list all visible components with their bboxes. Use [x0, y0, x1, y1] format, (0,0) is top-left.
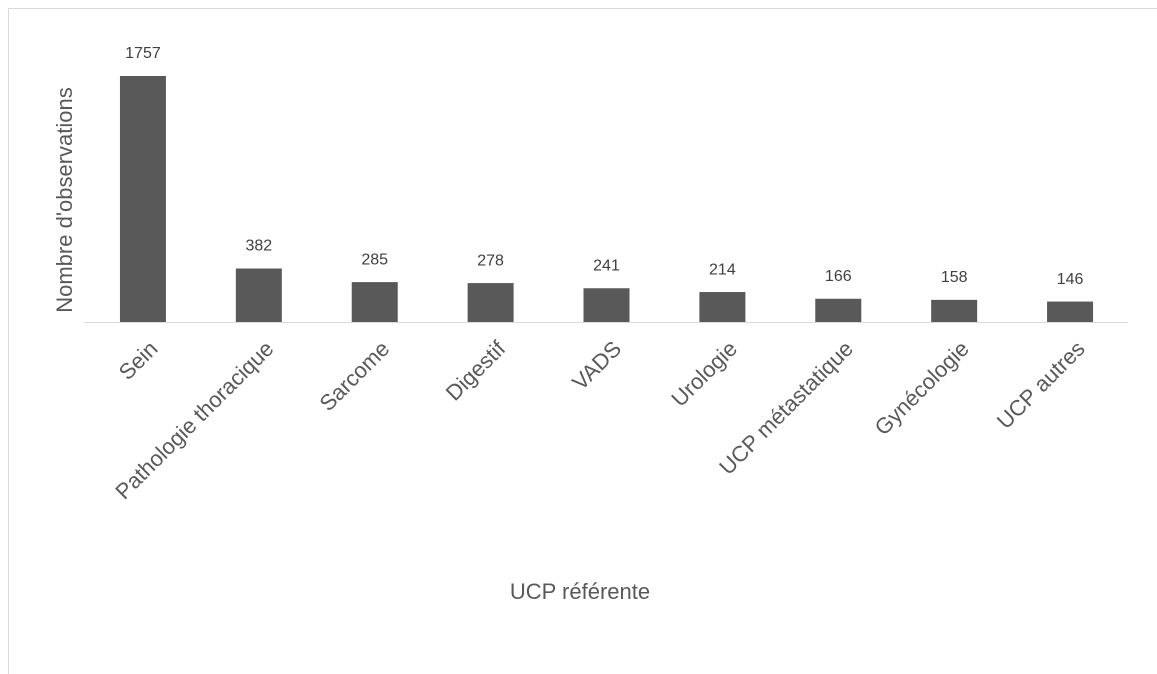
bar — [931, 299, 978, 322]
data-label: 278 — [477, 252, 504, 269]
bar — [815, 298, 862, 322]
x-axis-title: UCP référente — [510, 579, 650, 604]
bar — [351, 282, 398, 322]
x-tick-label: UCP autres — [992, 336, 1090, 434]
data-label: 285 — [361, 251, 388, 268]
x-tick-label: Sein — [114, 336, 163, 385]
data-label: 146 — [1057, 271, 1084, 288]
x-tick-label: Gynécologie — [870, 336, 974, 440]
x-tick-label: Urologie — [666, 336, 742, 412]
data-label: 158 — [941, 269, 968, 286]
x-tick-label: Sarcome — [314, 336, 394, 416]
x-tick-label: VADS — [567, 336, 626, 395]
y-axis-title: Nombre d'observations — [52, 87, 77, 313]
x-tick-label: Digestif — [441, 335, 511, 405]
bar — [699, 292, 746, 322]
data-label: 241 — [593, 257, 620, 274]
bar — [119, 76, 166, 322]
bar — [467, 283, 514, 322]
chart-frame — [8, 8, 1157, 674]
data-label: 214 — [709, 261, 736, 278]
data-label: 166 — [825, 268, 852, 285]
bar — [1047, 301, 1094, 322]
bar — [235, 268, 282, 322]
bar — [583, 288, 630, 322]
data-label: 1757 — [125, 45, 161, 62]
data-label: 382 — [245, 238, 272, 255]
